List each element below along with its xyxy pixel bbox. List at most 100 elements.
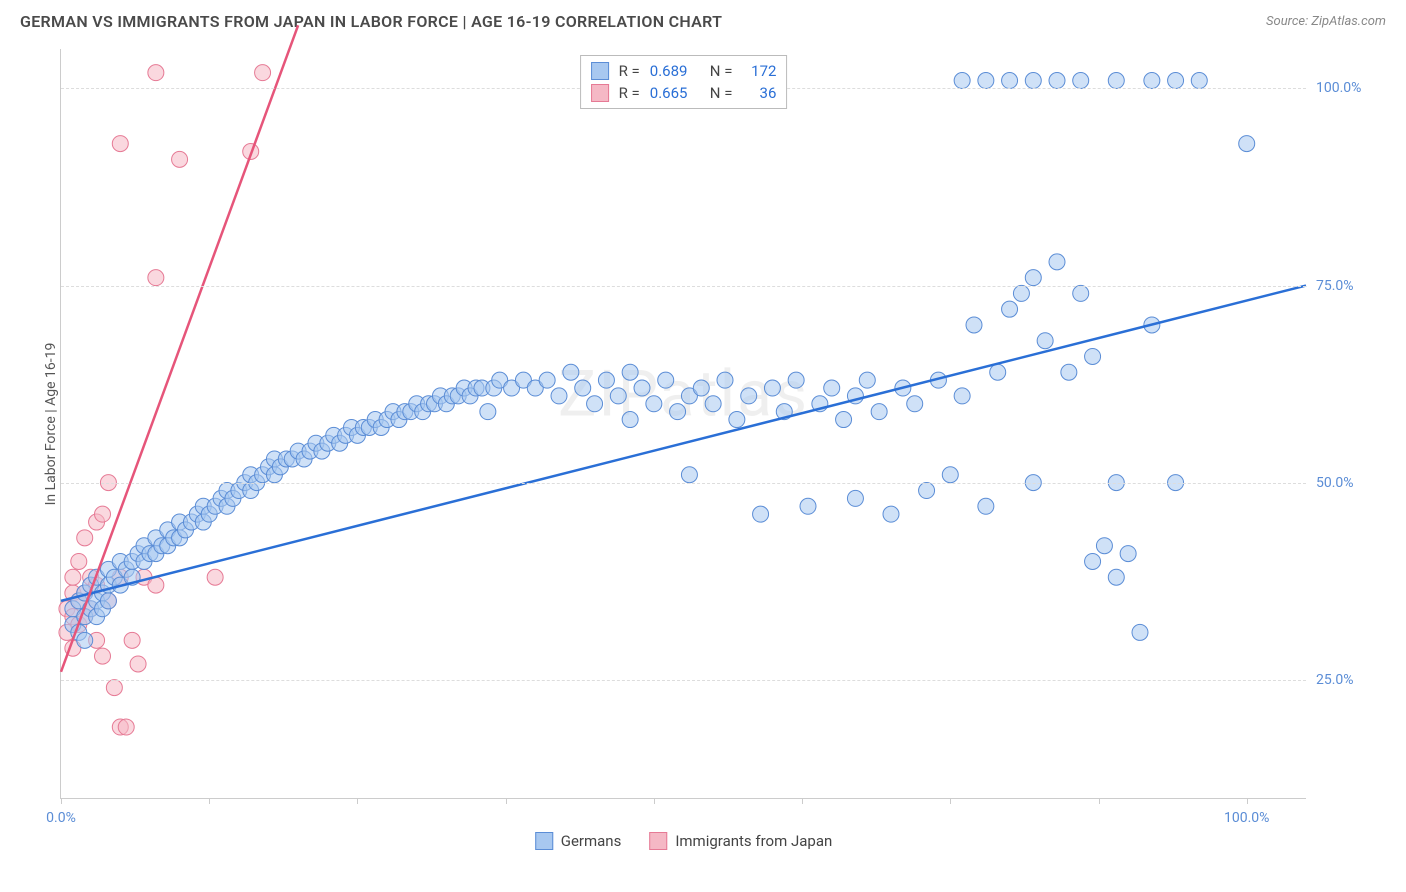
data-point: [788, 372, 804, 388]
data-point: [824, 380, 840, 396]
legend-n-value: 36: [742, 84, 776, 102]
y-tick-label: 25.0%: [1316, 672, 1376, 688]
data-point: [95, 648, 111, 664]
data-point: [836, 412, 852, 428]
data-point: [622, 364, 638, 380]
data-point: [1025, 73, 1041, 89]
grid-line: [61, 483, 1306, 484]
data-point: [1025, 270, 1041, 286]
legend-series-label: Immigrants from Japan: [675, 832, 832, 850]
data-point: [255, 65, 271, 81]
data-point: [705, 396, 721, 412]
plot-area: ZIPatlas In Labor Force | Age 16-19 R =0…: [60, 49, 1306, 799]
data-point: [598, 372, 614, 388]
data-point: [1085, 553, 1101, 569]
legend-r-value: 0.665: [650, 84, 700, 102]
data-point: [1239, 136, 1255, 152]
data-point: [148, 65, 164, 81]
x-tick: [506, 798, 507, 804]
data-point: [1073, 73, 1089, 89]
y-tick-label: 50.0%: [1316, 475, 1376, 491]
data-point: [954, 73, 970, 89]
legend-n-label: N =: [710, 84, 733, 102]
data-point: [148, 270, 164, 286]
legend-n-label: N =: [710, 62, 733, 80]
data-point: [130, 656, 146, 672]
data-point: [753, 506, 769, 522]
data-point: [847, 490, 863, 506]
legend-series-item: Germans: [535, 832, 622, 850]
x-tick: [209, 798, 210, 804]
x-tick: [1247, 798, 1248, 804]
data-point: [95, 506, 111, 522]
data-point: [563, 364, 579, 380]
data-point: [1073, 285, 1089, 301]
scatter-svg: [61, 49, 1306, 798]
data-point: [77, 530, 93, 546]
legend-swatch: [591, 84, 609, 102]
data-point: [717, 372, 733, 388]
data-point: [1037, 333, 1053, 349]
data-point: [100, 593, 116, 609]
x-tick: [802, 798, 803, 804]
data-point: [539, 372, 555, 388]
data-point: [1108, 569, 1124, 585]
data-point: [634, 380, 650, 396]
data-point: [124, 632, 140, 648]
data-point: [1085, 348, 1101, 364]
data-point: [978, 498, 994, 514]
data-point: [978, 73, 994, 89]
trend-line: [61, 286, 1306, 601]
grid-line: [61, 680, 1306, 681]
legend-r-value: 0.689: [650, 62, 700, 80]
data-point: [1144, 73, 1160, 89]
data-point: [112, 136, 128, 152]
data-point: [954, 388, 970, 404]
data-point: [681, 467, 697, 483]
data-point: [741, 388, 757, 404]
data-point: [942, 467, 958, 483]
data-point: [551, 388, 567, 404]
data-point: [693, 380, 709, 396]
x-tick: [654, 798, 655, 804]
data-point: [1096, 538, 1112, 554]
data-point: [610, 388, 626, 404]
data-point: [1049, 254, 1065, 270]
data-point: [480, 404, 496, 420]
data-point: [919, 483, 935, 499]
legend-r-label: R =: [619, 62, 640, 80]
legend-swatch: [535, 832, 553, 850]
data-point: [1061, 364, 1077, 380]
data-point: [1049, 73, 1065, 89]
data-point: [1168, 73, 1184, 89]
data-point: [646, 396, 662, 412]
legend-correlation: R =0.689N =172R =0.665N =36: [580, 55, 788, 109]
y-axis-title: In Labor Force | Age 16-19: [43, 342, 59, 505]
data-point: [65, 569, 81, 585]
data-point: [764, 380, 780, 396]
data-point: [859, 372, 875, 388]
trend-line: [61, 25, 298, 672]
data-point: [966, 317, 982, 333]
data-point: [622, 412, 638, 428]
legend-series-label: Germans: [561, 832, 622, 850]
data-point: [172, 151, 188, 167]
data-point: [1002, 301, 1018, 317]
data-point: [207, 569, 223, 585]
data-point: [106, 680, 122, 696]
y-tick-label: 75.0%: [1316, 278, 1376, 294]
legend-series-item: Immigrants from Japan: [649, 832, 832, 850]
x-tick: [61, 798, 62, 804]
data-point: [658, 372, 674, 388]
x-tick-label: 0.0%: [46, 810, 76, 826]
data-point: [670, 404, 686, 420]
data-point: [883, 506, 899, 522]
legend-row: R =0.665N =36: [591, 82, 777, 104]
data-point: [1132, 624, 1148, 640]
data-point: [587, 396, 603, 412]
x-tick: [357, 798, 358, 804]
legend-swatch: [649, 832, 667, 850]
data-point: [907, 396, 923, 412]
data-point: [800, 498, 816, 514]
data-point: [71, 553, 87, 569]
